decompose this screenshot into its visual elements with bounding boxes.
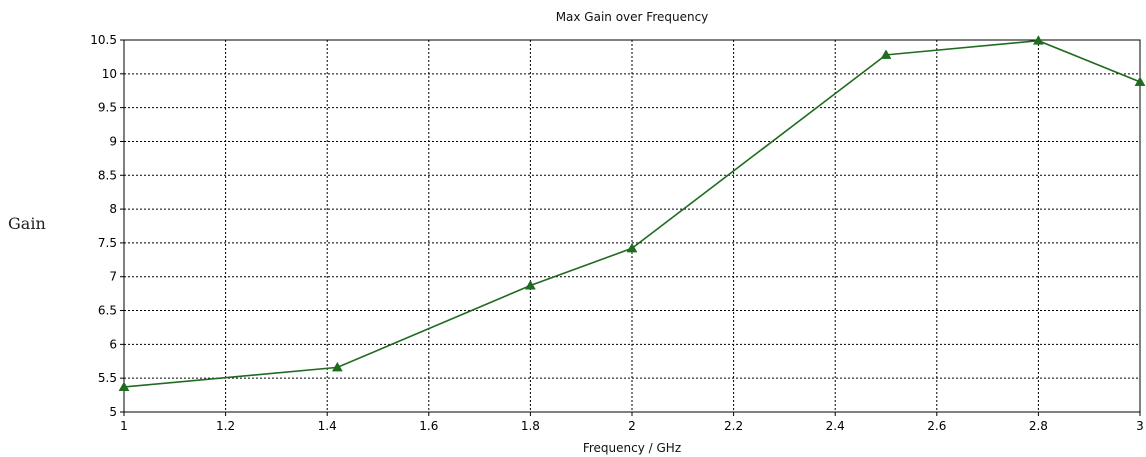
x-tick-label: 2 — [628, 419, 636, 433]
y-tick-label: 6 — [109, 337, 117, 351]
y-tick-label: 6.5 — [98, 304, 117, 318]
series — [118, 35, 1146, 391]
x-tick-label: 2.8 — [1029, 419, 1048, 433]
x-tick-label: 1.4 — [318, 419, 337, 433]
y-tick-label: 7.5 — [98, 236, 117, 250]
chart-title: Max Gain over Frequency — [556, 10, 709, 24]
x-tick-label: 1 — [120, 419, 128, 433]
y-tick-label: 7 — [109, 270, 117, 284]
y-tick-label: 5.5 — [98, 371, 117, 385]
plot-frame — [123, 39, 1141, 413]
x-tick-label: 2.2 — [724, 419, 743, 433]
y-tick-label: 8.5 — [98, 168, 117, 182]
x-tick-label: 1.6 — [419, 419, 438, 433]
x-tick-label: 1.8 — [521, 419, 540, 433]
data-point-marker — [880, 49, 892, 59]
data-point-marker — [1134, 76, 1146, 86]
x-tick-label: 1.2 — [216, 419, 235, 433]
data-point-marker — [524, 280, 536, 290]
data-point-marker — [1032, 35, 1044, 45]
y-tick-label: 5 — [109, 405, 117, 419]
y-tick-label: 9.5 — [98, 101, 117, 115]
axes — [120, 39, 1141, 416]
y-tick-label: 10 — [102, 67, 117, 81]
y-tick-label: 10.5 — [90, 33, 117, 47]
y-axis-label: Gain — [8, 214, 46, 233]
tick-labels: 1 1.2 1.4 1.6 1.8 2 2.2 2.4 2.6 2.8 3 5 5.5 6 6.5 7 7.5 8… — [90, 33, 1144, 433]
x-tick-label: 2.6 — [927, 419, 946, 433]
grid — [124, 40, 1140, 412]
x-tick-label: 3 — [1136, 419, 1144, 433]
x-tick-label: 2.4 — [826, 419, 845, 433]
data-point-marker — [626, 242, 638, 253]
data-point-marker — [331, 361, 343, 372]
y-tick-label: 9 — [109, 134, 117, 148]
y-tick-label: 8 — [109, 202, 117, 216]
data-point-marker — [118, 381, 130, 391]
x-axis-label: Frequency / GHz — [583, 441, 681, 455]
